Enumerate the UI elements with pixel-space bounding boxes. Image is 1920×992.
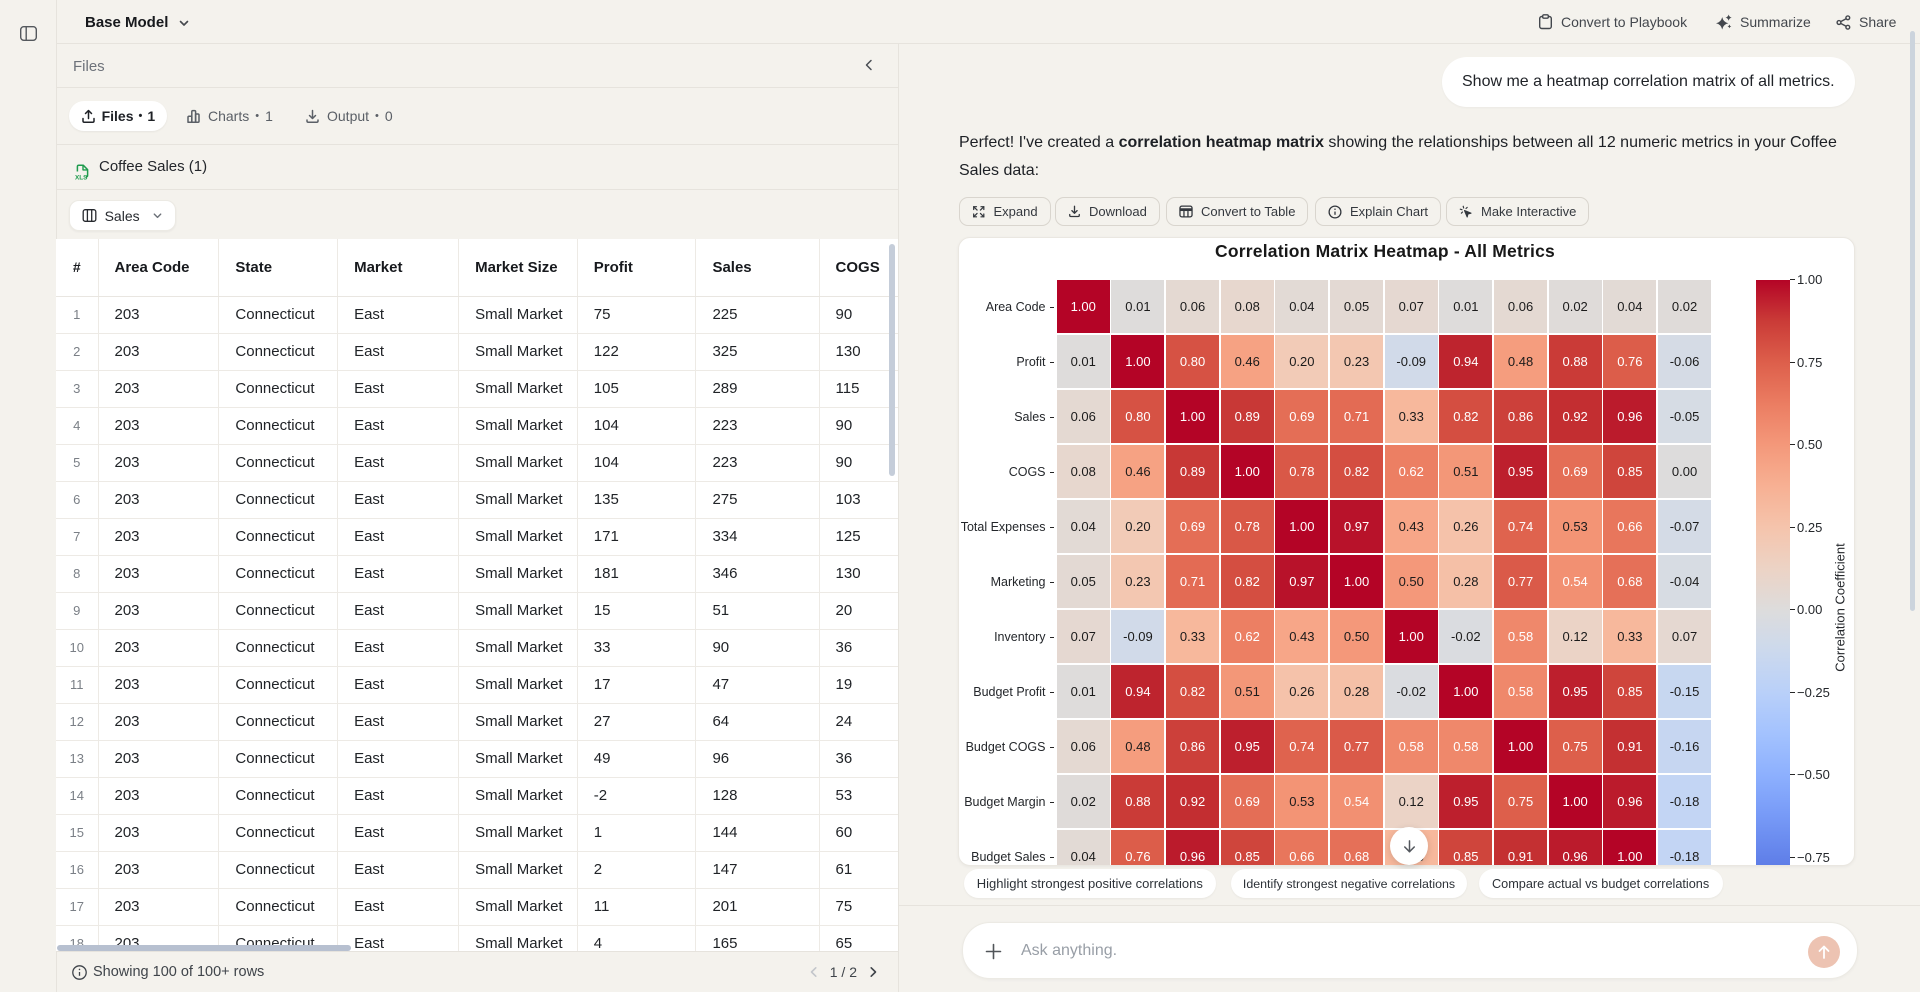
svg-text:XLS: XLS <box>75 174 88 180</box>
